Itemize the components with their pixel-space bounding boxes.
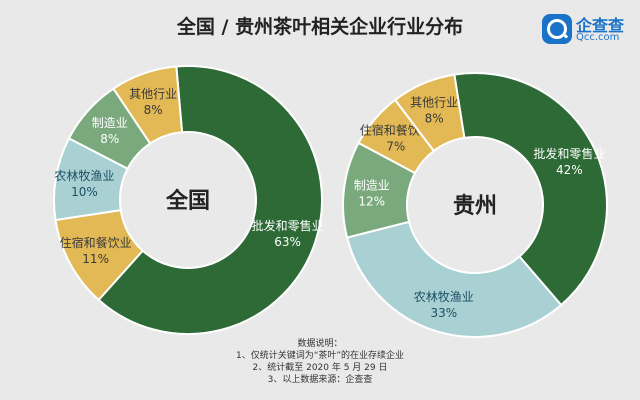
slice-value-label: 12% — [358, 195, 385, 209]
donut-chart-0: 批发和零售业 63% 住宿和餐饮业 11% 农林牧渔业 10% 制造业 8% 其他行业 8% 全国 — [53, 65, 324, 335]
notes-line: 1、仅统计关键词为“茶叶”的在业存续企业 — [235, 351, 405, 361]
slice-value-label: 8% — [100, 132, 119, 146]
donut-chart-1: 批发和零售业 42% 农林牧渔业 33% 制造业 12% 住宿和餐饮业 7% 其他行业 8% 贵州 — [342, 72, 608, 338]
brand-name: 企查查 — [576, 16, 625, 35]
chart-title: 全国 / 贵州茶叶相关企业行业分布 — [176, 16, 464, 38]
slice-label: 农林牧渔业 — [414, 290, 474, 304]
magnifier-icon — [542, 14, 572, 44]
slice-其他行业 — [393, 73, 466, 153]
slice-label: 住宿和餐饮业 — [360, 123, 432, 138]
slice-label: 农林牧渔业 — [54, 169, 114, 183]
slice-其他行业 — [112, 65, 184, 145]
slice-value-label: 63% — [274, 235, 301, 249]
slice-label: 制造业 — [92, 116, 128, 130]
slice-value-label: 33% — [430, 306, 457, 320]
slice-value-label: 8% — [144, 103, 163, 117]
slice-value-label: 8% — [425, 111, 444, 125]
notes-line: 2、统计截至 2020 年 5 月 29 日 — [252, 363, 388, 373]
slice-value-label: 11% — [82, 252, 109, 266]
slice-农林牧渔业 — [345, 220, 563, 338]
slice-value-label: 10% — [71, 185, 98, 199]
brand-logo: 企查查 Qcc.com — [542, 10, 634, 50]
data-notes: 数据说明： 1、仅统计关键词为“茶叶”的在业存续企业 2、统计截至 2020 年… — [0, 338, 640, 386]
slice-label: 其他行业 — [129, 87, 177, 101]
donut-center-label: 贵州 — [453, 194, 497, 219]
notes-heading: 数据说明： — [297, 339, 343, 349]
slice-label: 批发和零售业 — [533, 146, 605, 161]
donut-center-label: 全国 — [165, 188, 210, 214]
slice-label: 制造业 — [354, 179, 390, 193]
brand-domain: Qcc.com — [576, 32, 620, 43]
slice-label: 住宿和餐饮业 — [60, 235, 132, 250]
slice-批发和零售业 — [453, 72, 608, 307]
slice-label: 其他行业 — [410, 95, 458, 109]
slice-value-label: 42% — [556, 163, 583, 177]
slice-label: 批发和零售业 — [252, 218, 324, 233]
notes-line: 3、以上数据来源：企查查 — [267, 375, 373, 385]
slice-value-label: 7% — [386, 140, 405, 154]
slice-批发和零售业 — [97, 65, 323, 335]
